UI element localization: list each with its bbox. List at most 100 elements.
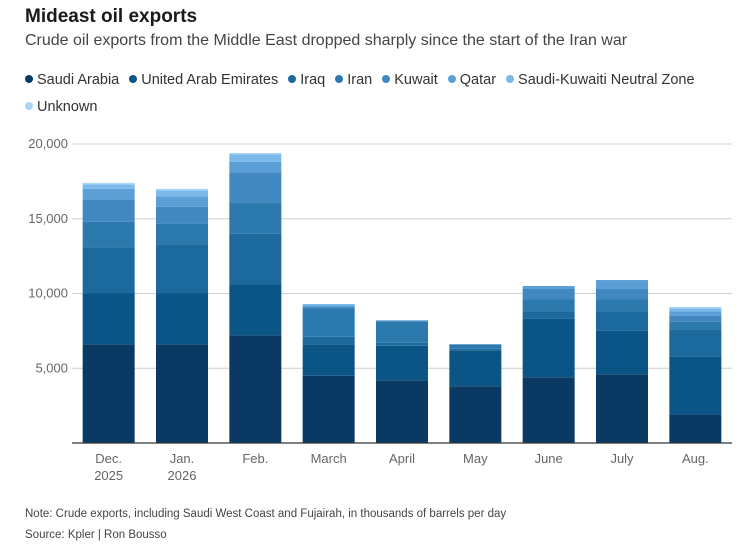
bar-segment <box>156 188 208 191</box>
legend-item: Saudi Arabia <box>25 67 119 94</box>
bar-segment <box>669 315 722 322</box>
bar-segment <box>229 202 282 234</box>
bar-segment <box>229 154 282 162</box>
bar-segment <box>229 172 282 203</box>
x-tick-label: July <box>610 451 634 466</box>
bar-segment <box>82 182 135 185</box>
y-tick-label: 15,000 <box>28 211 68 226</box>
bar-segment <box>156 196 208 207</box>
bar-segment <box>82 344 135 443</box>
bar-segment <box>522 286 575 290</box>
legend-label: United Arab Emirates <box>141 72 279 88</box>
bar-segment <box>302 336 355 345</box>
chart-subtitle: Crude oil exports from the Middle East d… <box>25 32 628 49</box>
legend-item: Iraq <box>288 67 325 94</box>
bar-segment <box>449 350 502 387</box>
bar-segment <box>522 318 575 378</box>
bar-segment <box>302 306 355 309</box>
x-tick-label: 2026 <box>168 468 197 483</box>
bar-segment <box>596 330 648 375</box>
bar-segment <box>82 184 135 189</box>
legend-label: Kuwait <box>394 72 438 88</box>
bar-segment <box>669 321 722 330</box>
bar-segment <box>82 293 135 345</box>
legend-item: Kuwait <box>382 67 438 94</box>
bar-segment <box>156 293 208 345</box>
y-tick-label: 20,000 <box>28 136 68 151</box>
x-tick-label: Jan. <box>170 451 195 466</box>
legend-label: Saudi-Kuwaiti Neutral Zone <box>518 72 695 88</box>
legend-item: Saudi-Kuwaiti Neutral Zone <box>506 67 695 94</box>
bar-segment <box>669 308 722 312</box>
bar-segment <box>229 152 282 155</box>
x-tick-label: March <box>311 451 347 466</box>
legend-swatch <box>25 102 33 110</box>
x-tick-label: April <box>389 451 415 466</box>
bar-segment <box>302 303 355 306</box>
bar-segment <box>669 306 722 309</box>
bar-segment <box>596 289 648 300</box>
legend-label: Saudi Arabia <box>37 72 120 88</box>
chart-title: Mideast oil exports <box>25 6 198 27</box>
legend-item: United Arab Emirates <box>129 67 278 94</box>
legend-item: Qatar <box>447 67 497 94</box>
bar-segment <box>669 329 722 357</box>
bar-segment <box>156 206 208 224</box>
bar-segment <box>229 161 282 173</box>
legend-item: Unknown <box>25 94 97 121</box>
bar-segment <box>302 308 355 337</box>
bar-segment <box>669 356 722 415</box>
bar-segment <box>449 344 502 349</box>
bar-segment <box>82 188 135 200</box>
bar-segment <box>376 345 428 381</box>
bar-segment <box>82 247 135 294</box>
bar-segment <box>669 311 722 316</box>
legend-swatch <box>129 75 138 83</box>
bar-segment <box>156 344 208 443</box>
chart-source: Source: Kpler | Ron Bousso <box>25 529 167 541</box>
x-tick-label: June <box>535 451 563 466</box>
legend-item: Iran <box>335 67 372 94</box>
bar-segment <box>376 342 428 346</box>
bar-segment <box>669 414 722 443</box>
chart-note: Note: Crude exports, including Saudi Wes… <box>25 508 507 520</box>
bar-segment <box>302 344 355 376</box>
bar-segment <box>156 190 208 197</box>
bar-segment <box>376 321 428 343</box>
bar-segment <box>596 280 648 290</box>
legend-swatch <box>25 75 33 83</box>
legend-swatch <box>506 75 515 83</box>
bar-segment <box>522 311 575 319</box>
legend-swatch <box>382 75 391 83</box>
bar-segment <box>82 221 135 248</box>
bar-segment <box>376 320 428 322</box>
bar-segment <box>156 244 208 294</box>
y-tick-label: 5,000 <box>35 360 68 375</box>
bar-segment <box>522 377 575 443</box>
x-tick-label: Feb. <box>242 451 268 466</box>
legend-swatch <box>447 75 456 83</box>
bar-segment <box>302 305 355 307</box>
bar-segment <box>229 335 282 443</box>
legend-swatch <box>288 75 297 83</box>
legend-label: Iran <box>347 72 373 88</box>
y-tick-label: 10,000 <box>28 286 68 301</box>
legend-swatch <box>335 75 344 83</box>
bar-segment <box>156 223 208 245</box>
x-tick-label: 2025 <box>94 468 123 483</box>
bar-segment <box>449 348 502 351</box>
x-tick-label: Dec. <box>95 451 122 466</box>
legend-label: Iraq <box>300 72 326 88</box>
x-tick-label: May <box>463 451 488 466</box>
bar-segment <box>229 233 282 285</box>
bar-segment <box>449 386 502 443</box>
x-tick-label: Aug. <box>682 451 709 466</box>
bar-segment <box>596 299 648 312</box>
bar-segment <box>302 375 355 443</box>
legend-label: Unknown <box>37 99 98 115</box>
legend: Saudi Arabia United Arab Emirates Iraq Iran… <box>25 67 735 121</box>
legend-label: Qatar <box>459 72 497 88</box>
bar-segment <box>229 284 282 336</box>
bar-segment <box>376 380 428 443</box>
bar-segment <box>596 374 648 443</box>
